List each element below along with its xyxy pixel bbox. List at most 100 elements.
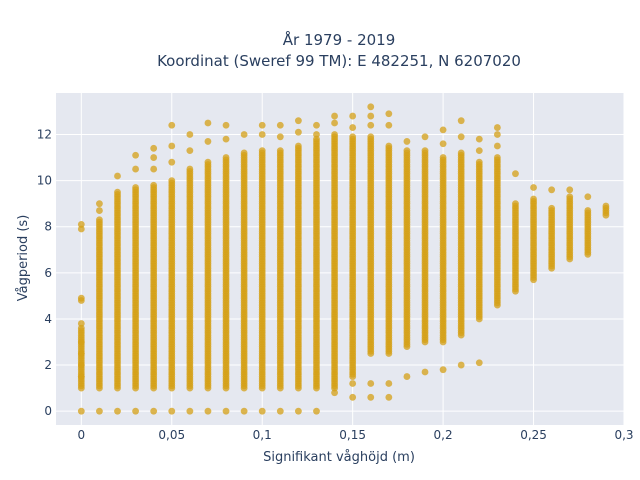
data-point (96, 216, 103, 224)
data-point (77, 221, 85, 228)
data-point (349, 393, 357, 401)
data-point (240, 131, 248, 138)
data-point (439, 126, 447, 134)
data-point (331, 112, 338, 120)
data-point (77, 373, 85, 380)
data-point (150, 181, 158, 189)
x-axis-label: Signifikant våghöjd (m) (263, 450, 415, 465)
data-point (331, 119, 338, 127)
data-point (114, 407, 121, 415)
x-tick-label: 0,25 (520, 428, 547, 442)
data-point (493, 154, 501, 161)
data-point (77, 361, 85, 369)
data-point (385, 121, 393, 129)
data-point (96, 207, 103, 214)
data-point (276, 121, 284, 129)
y-tick-label: 12 (37, 128, 52, 142)
y-tick-label: 8 (44, 220, 52, 234)
data-point (258, 407, 266, 415)
plot-area (56, 93, 624, 425)
x-tick-label: 0,15 (339, 428, 366, 442)
data-point (349, 124, 357, 131)
chart-title-line-2: Koordinat (Sweref 99 TM): E 482251, N 62… (157, 52, 521, 70)
data-point (204, 138, 212, 145)
data-point (367, 380, 375, 387)
data-point (367, 133, 375, 141)
data-point (385, 380, 393, 387)
data-point (258, 147, 266, 155)
data-point (294, 128, 302, 136)
data-point (349, 133, 357, 141)
data-point (367, 121, 375, 129)
data-point (367, 393, 375, 401)
data-point (150, 144, 158, 152)
data-point (493, 124, 501, 131)
data-point (258, 121, 266, 129)
data-point (367, 112, 375, 120)
data-point (186, 165, 194, 173)
data-point (439, 140, 447, 148)
data-point (331, 131, 338, 138)
data-point (150, 154, 158, 161)
data-point (77, 294, 85, 302)
data-point (294, 142, 302, 150)
data-point (96, 407, 103, 415)
data-point (294, 407, 302, 415)
data-point (204, 407, 212, 415)
data-point (349, 380, 357, 387)
data-point (475, 359, 483, 367)
data-point (168, 158, 176, 166)
data-point (475, 147, 483, 155)
data-point (150, 407, 158, 415)
x-tick-label: 0,05 (158, 428, 185, 442)
y-tick-label: 0 (44, 404, 52, 418)
data-point (204, 158, 212, 166)
data-point (584, 193, 592, 201)
data-point (276, 407, 284, 415)
y-tick-label: 2 (44, 358, 52, 372)
data-point (566, 186, 574, 194)
data-point (77, 350, 85, 357)
data-point (439, 154, 447, 161)
y-axis-label: Vågperiod (s) (16, 215, 31, 302)
data-point (457, 149, 465, 157)
data-point (168, 121, 176, 129)
chart-title-line-1: År 1979 - 2019 (283, 30, 396, 49)
data-point (530, 195, 537, 203)
data-point (493, 131, 501, 138)
data-point (258, 131, 266, 138)
data-point (240, 149, 248, 157)
data-point (132, 407, 139, 415)
x-tick-label: 0 (78, 428, 86, 442)
data-point (584, 207, 592, 214)
data-point (114, 172, 121, 180)
data-point (168, 177, 176, 185)
y-tick-label: 4 (44, 312, 52, 326)
y-tick-label: 6 (44, 266, 52, 280)
data-point (313, 407, 320, 415)
data-point (403, 138, 411, 145)
data-point (421, 368, 429, 376)
data-point (475, 158, 483, 166)
x-tick-label: 0,2 (434, 428, 453, 442)
data-point (548, 204, 556, 212)
data-point (222, 154, 230, 161)
data-point (222, 135, 230, 143)
data-point (186, 407, 194, 415)
data-point (512, 170, 519, 178)
data-point (349, 112, 357, 120)
data-point (186, 147, 194, 155)
data-point (367, 103, 375, 111)
data-point (168, 142, 176, 150)
data-point (168, 407, 176, 415)
data-point (276, 147, 284, 155)
data-point (421, 133, 429, 141)
data-point (294, 117, 302, 125)
data-point (222, 121, 230, 129)
data-point (385, 142, 393, 150)
data-point (77, 407, 85, 415)
y-axis-ticks: 0 2 4 6 8 10 12 (37, 128, 52, 419)
data-points (77, 103, 610, 415)
x-axis-ticks: 0 0,05 0,1 0,15 0,2 0,25 0,3 (78, 428, 634, 442)
data-point (530, 184, 537, 191)
